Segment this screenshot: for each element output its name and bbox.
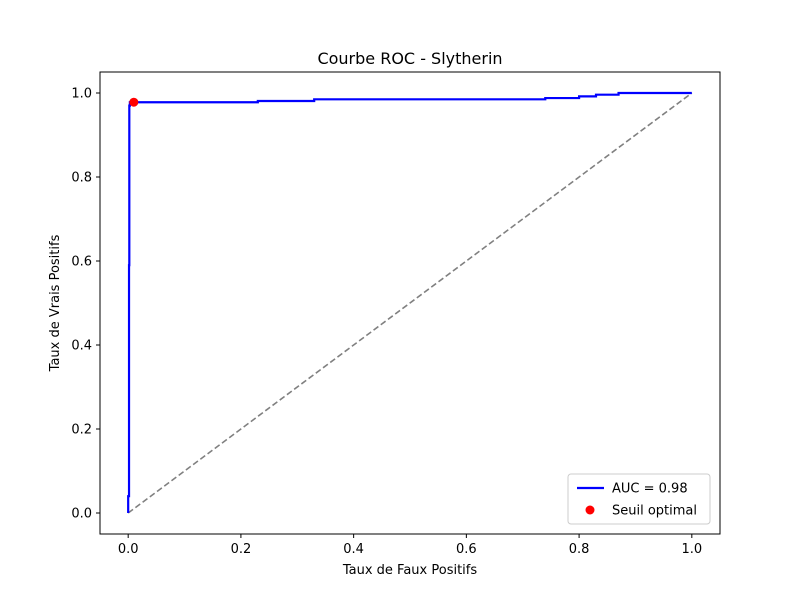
- x-axis-label: Taux de Faux Positifs: [342, 563, 478, 578]
- x-tick-label: 0.0: [118, 542, 139, 557]
- y-tick-label: 0.0: [71, 507, 92, 522]
- y-tick-label: 0.2: [71, 423, 92, 438]
- y-tick-label: 0.4: [71, 339, 92, 354]
- legend-label: Seuil optimal: [612, 504, 697, 519]
- chart-title: Courbe ROC - Slytherin: [317, 49, 502, 68]
- optimal-threshold-point: [129, 97, 139, 107]
- reference-diagonal-line: [127, 92, 693, 514]
- legend-label: AUC = 0.98: [612, 482, 688, 497]
- x-tick-label: 0.4: [343, 542, 364, 557]
- y-tick-label: 0.6: [71, 255, 92, 270]
- legend-marker-swatch: [585, 505, 595, 515]
- plot-area: 0.0 0.2 0.4 0.6 0.8 1.0 0.0 0.2 0.4 0.6 0.8 1.0: [71, 71, 721, 557]
- axes-frame: [99, 71, 721, 535]
- x-tick-label: 0.8: [569, 542, 590, 557]
- roc-curve-line: [127, 91, 692, 513]
- legend: AUC = 0.98 Seuil optimal: [567, 473, 711, 525]
- x-tick-label: 1.0: [681, 542, 702, 557]
- y-tick-label: 0.8: [71, 171, 92, 186]
- x-tick-label: 0.6: [456, 542, 477, 557]
- y-axis-label: Taux de Vrais Positifs: [48, 234, 63, 372]
- legend-box: [567, 473, 711, 525]
- x-tick-label: 0.2: [231, 542, 252, 557]
- y-tick-label: 1.0: [71, 87, 92, 102]
